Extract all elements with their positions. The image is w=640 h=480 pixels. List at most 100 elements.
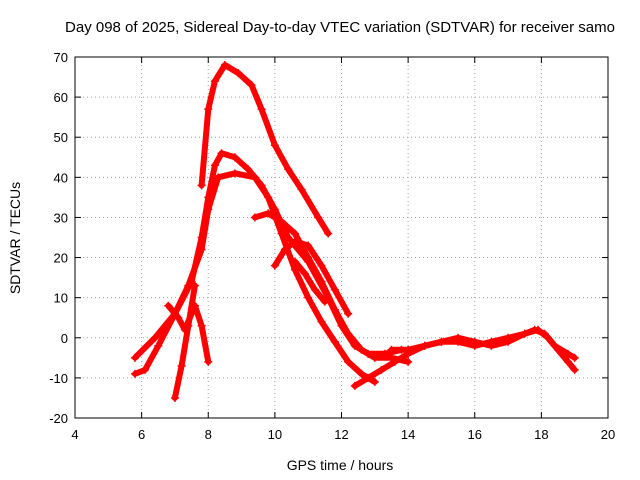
y-tick-label: 60 — [54, 90, 68, 105]
series-line — [198, 62, 332, 237]
data-point — [234, 69, 243, 78]
data-point — [277, 217, 286, 226]
x-tick-label: 16 — [468, 427, 482, 442]
y-tick-label: 20 — [54, 251, 68, 266]
x-axis-label: GPS time / hours — [287, 457, 394, 473]
data-point — [204, 105, 213, 114]
y-tick-label: 70 — [54, 50, 68, 65]
data-point — [250, 213, 259, 222]
data-point — [257, 105, 266, 114]
data-point — [487, 341, 496, 350]
data-point — [277, 229, 286, 238]
data-point — [420, 341, 429, 350]
y-axis-label: SDTVAR / TECUs — [7, 182, 23, 294]
data-point — [230, 169, 239, 178]
data-point — [554, 345, 563, 354]
data-point — [230, 153, 239, 162]
data-point — [220, 61, 229, 70]
data-point — [304, 293, 313, 302]
data-point — [284, 165, 293, 174]
data-point — [300, 269, 309, 278]
data-point — [290, 257, 299, 266]
chart-title: Day 098 of 2025, Sidereal Day-to-day VTE… — [65, 19, 615, 36]
y-tick-label: 30 — [54, 210, 68, 225]
data-point — [170, 393, 179, 402]
series-line — [132, 150, 405, 361]
series-satellite-arc-7 — [270, 237, 353, 318]
data-point — [317, 277, 326, 286]
series-satellite-arc-10 — [387, 325, 579, 374]
data-point — [330, 337, 339, 346]
series-satellite-arc-8 — [290, 257, 329, 306]
data-point — [330, 285, 339, 294]
data-point — [520, 329, 529, 338]
data-point — [164, 301, 173, 310]
data-point — [544, 333, 553, 342]
data-point — [357, 369, 366, 378]
series-line — [388, 326, 578, 373]
x-tick-label: 4 — [71, 427, 78, 442]
x-tick-label: 10 — [268, 427, 282, 442]
data-point — [290, 229, 299, 238]
data-point — [304, 253, 313, 262]
y-tick-label: 40 — [54, 170, 68, 185]
data-point — [197, 321, 206, 330]
data-point — [370, 377, 379, 386]
data-point — [290, 265, 299, 274]
data-point — [204, 357, 213, 366]
data-point — [217, 149, 226, 158]
data-point — [154, 341, 163, 350]
data-point — [364, 373, 373, 382]
data-point — [174, 313, 183, 322]
data-point — [270, 261, 279, 270]
data-point — [454, 333, 463, 342]
data-point — [570, 353, 579, 362]
x-tick-label: 12 — [334, 427, 348, 442]
data-point — [177, 361, 186, 370]
y-tick-label: 10 — [54, 291, 68, 306]
series-satellite-arc-6 — [250, 209, 413, 366]
series-line — [291, 258, 328, 305]
data-point — [324, 229, 333, 238]
y-tick-label: -20 — [49, 411, 68, 426]
data-point — [387, 345, 396, 354]
data-point — [317, 317, 326, 326]
data-point — [564, 349, 573, 358]
data-point — [357, 345, 366, 354]
data-point — [270, 141, 279, 150]
data-point — [204, 205, 213, 214]
data-point — [320, 297, 329, 306]
data-point — [184, 321, 193, 330]
series-line — [132, 170, 378, 385]
data-point — [210, 77, 219, 86]
data-point — [330, 305, 339, 314]
data-point — [404, 357, 413, 366]
x-tick-label: 14 — [401, 427, 415, 442]
y-tick-label: -10 — [49, 371, 68, 386]
x-tick-label: 8 — [205, 427, 212, 442]
data-point — [280, 245, 289, 254]
data-series — [130, 61, 579, 402]
data-point — [214, 173, 223, 182]
data-point — [317, 261, 326, 270]
data-point — [314, 213, 323, 222]
series-satellite-arc-5 — [170, 281, 199, 402]
data-point — [534, 325, 543, 334]
data-point — [564, 357, 573, 366]
grid — [75, 57, 608, 418]
data-point — [130, 353, 139, 362]
x-tick-label: 18 — [534, 427, 548, 442]
data-point — [504, 337, 513, 346]
data-point — [264, 209, 273, 218]
series-line — [171, 282, 198, 401]
data-point — [350, 381, 359, 390]
data-point — [210, 161, 219, 170]
data-point — [130, 369, 139, 378]
data-point — [304, 241, 313, 250]
x-tick-label: 20 — [601, 427, 615, 442]
data-point — [370, 353, 379, 362]
data-point — [570, 365, 579, 374]
axis-ticks: 4 6 8 10 12 14 16 18 20 -20 -10 0 10 20 30 40 50 60 70 — [49, 50, 615, 442]
data-point — [344, 357, 353, 366]
data-point — [190, 281, 199, 290]
